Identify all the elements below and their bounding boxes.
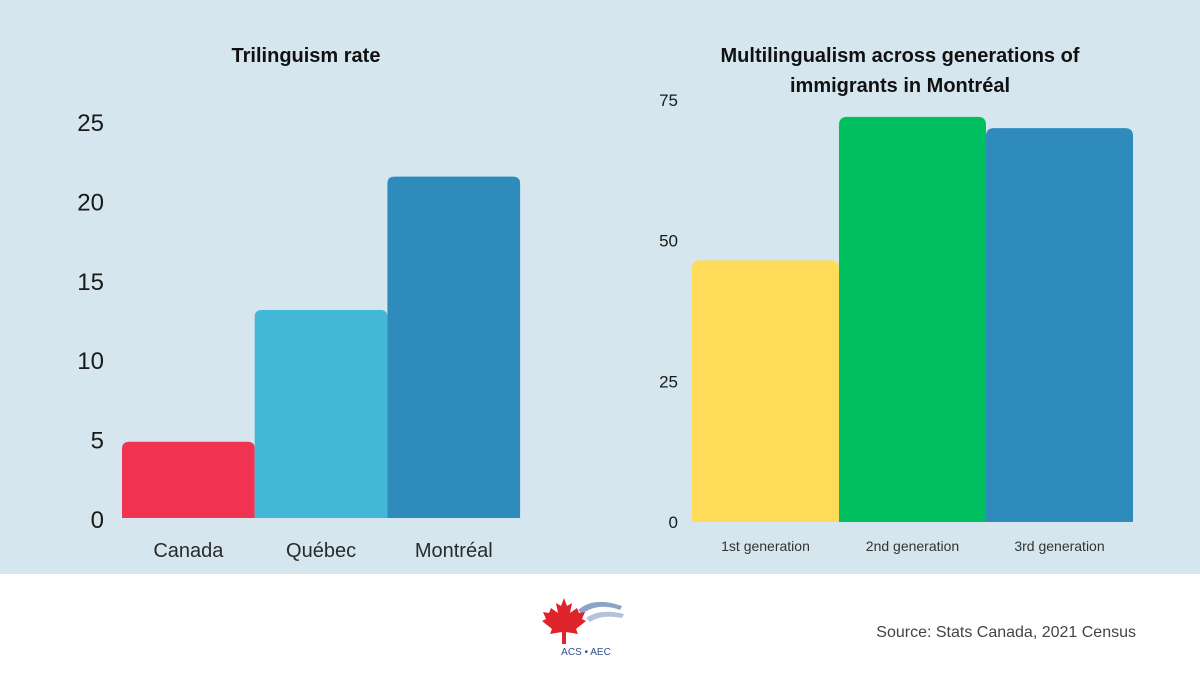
trilinguism-category-label: Montréal [415,540,493,562]
multilingualism-bar-3rd-generation [986,128,1133,522]
source-note: Source: Stats Canada, 2021 Census [876,624,1136,641]
multilingualism-chart: Multilingualism across generations of im… [659,45,1133,554]
multilingualism-y-tick-label: 0 [669,513,678,532]
multilingualism-y-tick-label: 75 [659,91,678,110]
acs-aec-logo: ACS • AEC [542,598,624,658]
multilingualism-category-label: 3rd generation [1014,538,1104,554]
logo-swoosh-icon [578,601,622,614]
trilinguism-y-tick-label: 25 [77,110,104,137]
charts-canvas: Trilinguism rate 0 5 10 15 20 25 Canada Québec M… [77,45,1133,562]
trilinguism-y-tick-label: 10 [77,348,104,375]
multilingualism-bar-2nd-generation [839,116,986,522]
trilinguism-y-tick-label: 5 [91,428,104,455]
logo-swoosh-icon [586,611,624,622]
trilinguism-bar-qu-bec [254,309,388,518]
multilingualism-bar-1st-generation [692,260,839,522]
trilinguism-chart: Trilinguism rate 0 5 10 15 20 25 Canada Québec M… [77,45,521,562]
multilingualism-y-tick-label: 50 [659,232,678,251]
trilinguism-category-label: Québec [286,540,356,562]
multilingualism-category-label: 2nd generation [866,538,959,554]
footer [0,574,1200,675]
trilinguism-y-tick-label: 0 [91,507,104,534]
logo-text: ACS • AEC [561,647,611,658]
trilinguism-chart-title: Trilinguism rate [232,45,381,67]
multilingualism-chart-title-line-1: Multilingualism across generations of [721,45,1080,67]
chart-panel: Trilinguism rate 0 5 10 15 20 25 Canada Québec M… [0,0,1200,574]
multilingualism-category-label: 1st generation [721,538,810,554]
trilinguism-y-tick-label: 20 [77,189,104,216]
trilinguism-bar-canada [122,441,255,518]
multilingualism-y-tick-label: 25 [659,372,678,391]
multilingualism-chart-title-line-2: immigrants in Montréal [790,75,1010,97]
trilinguism-bar-montr-al [387,176,521,518]
trilinguism-category-label: Canada [153,540,224,562]
trilinguism-y-tick-label: 15 [77,269,104,296]
maple-leaf-icon [542,598,586,644]
